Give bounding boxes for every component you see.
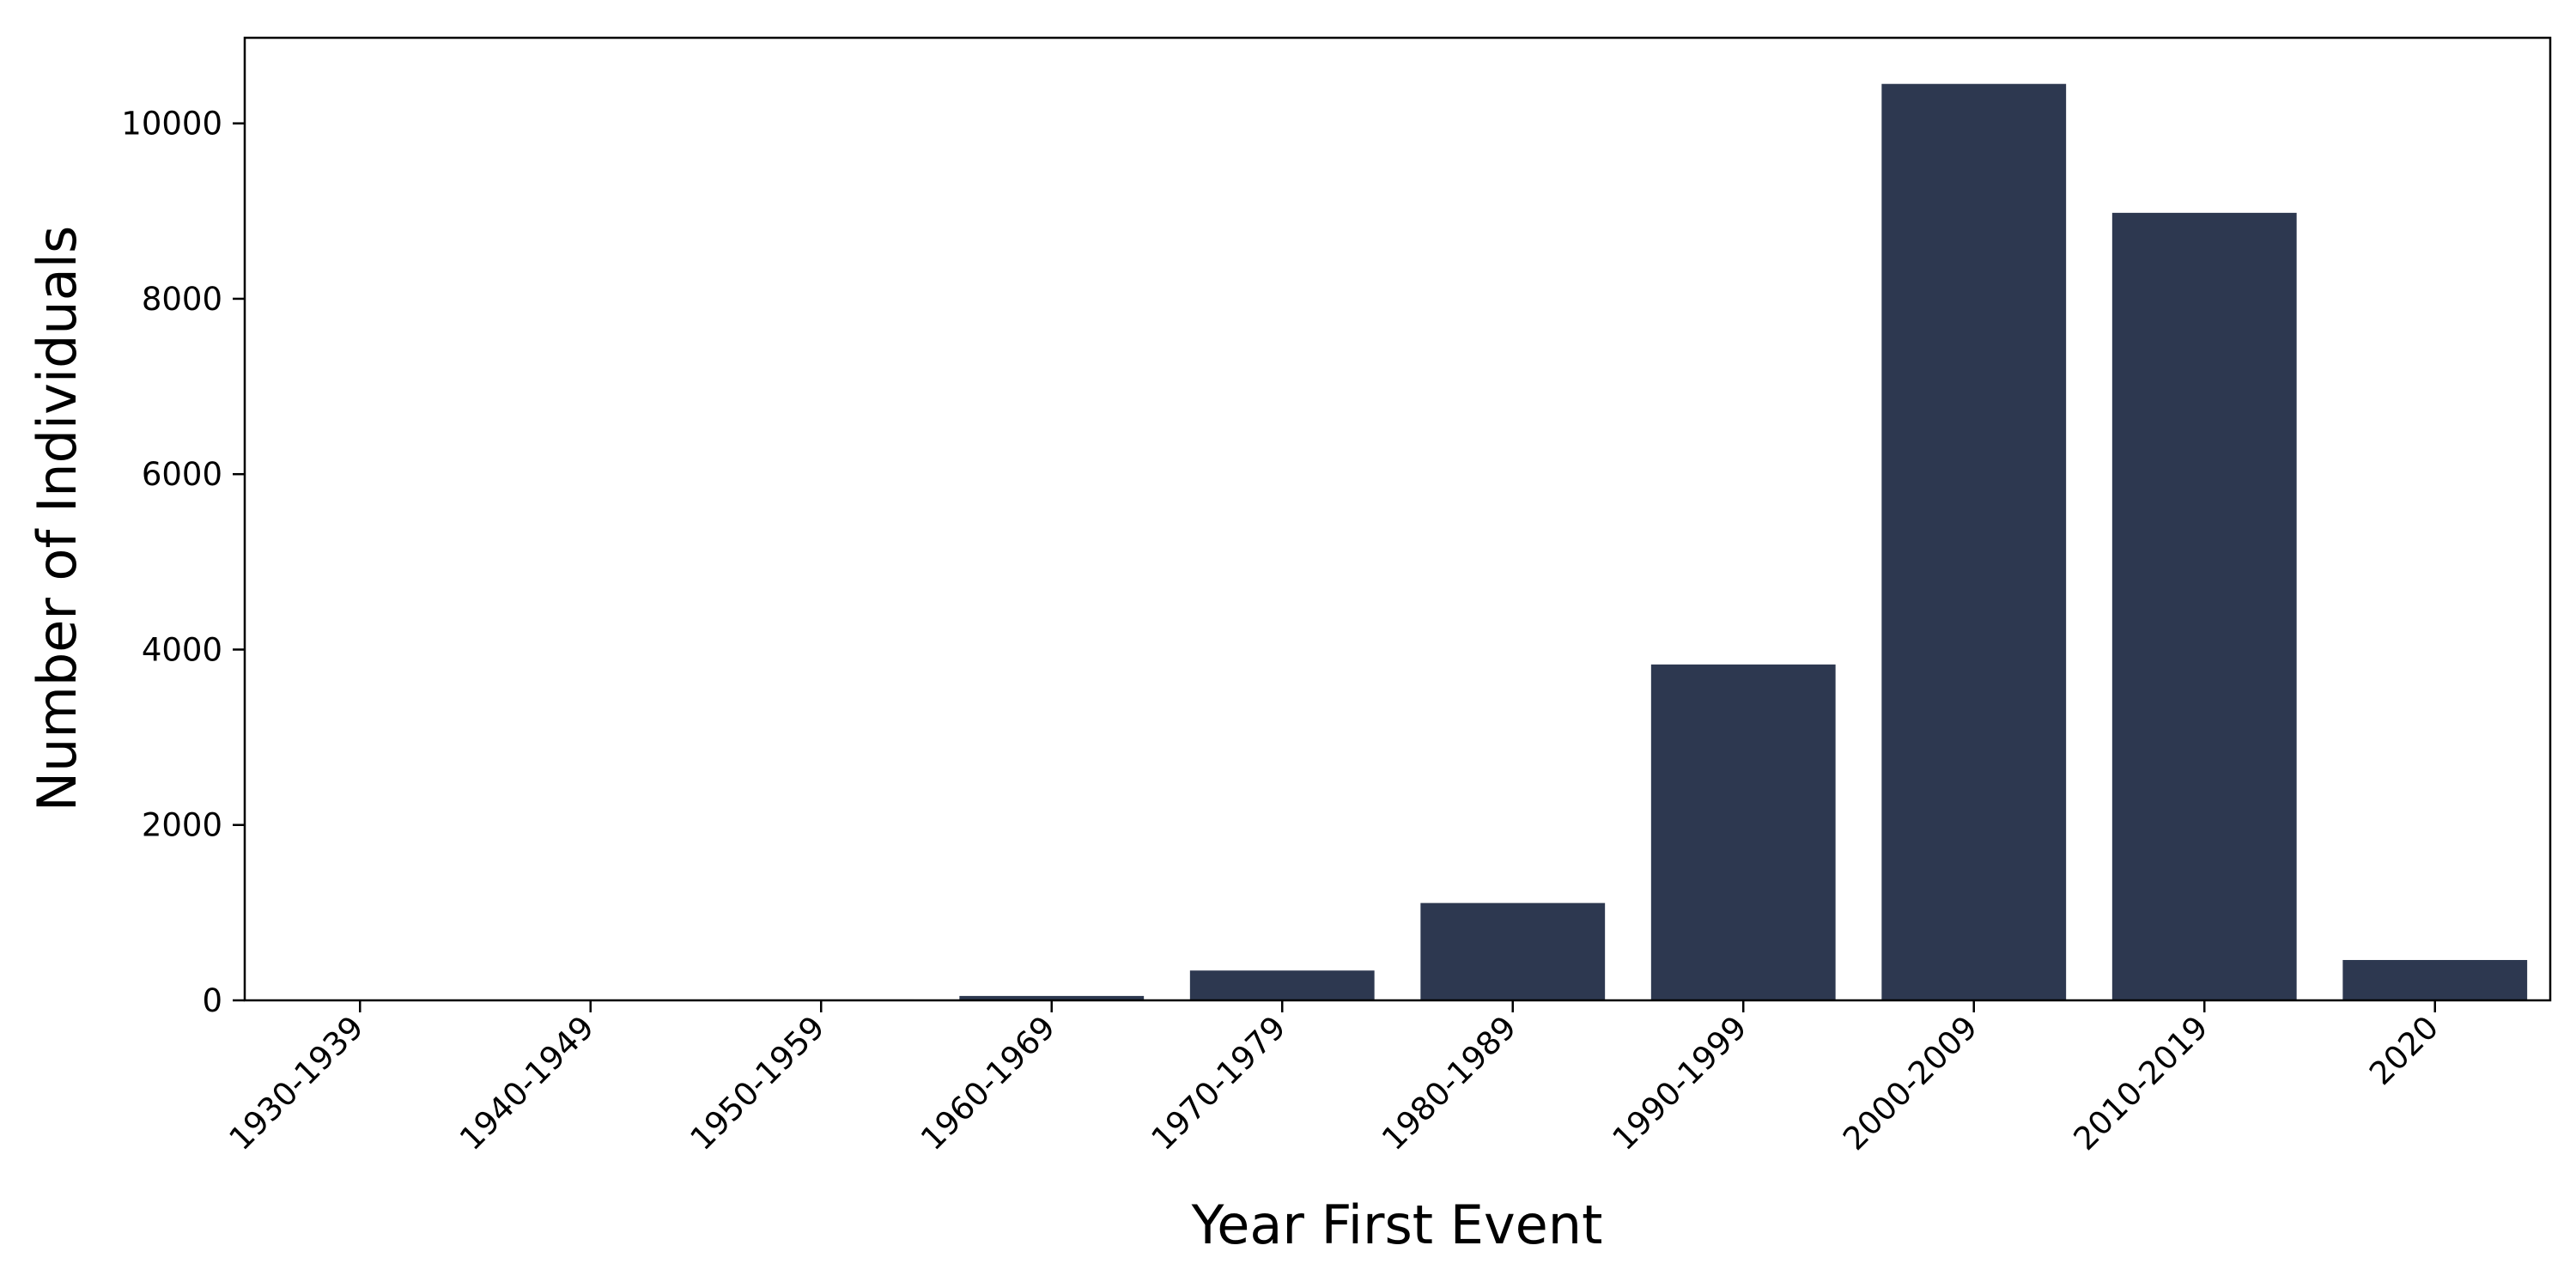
x-tick-label: 2000-2009: [1836, 1009, 1984, 1157]
x-tick-label: 2020: [2362, 1009, 2445, 1092]
y-tick-label: 4000: [142, 631, 222, 668]
x-tick-label: 1940-1949: [453, 1009, 601, 1157]
bar: [2111, 212, 2297, 1000]
bar: [1881, 83, 2067, 1000]
x-axis-title: Year First Event: [1191, 1194, 1603, 1256]
x-tick-label: 1980-1989: [1375, 1009, 1523, 1157]
plot-frame: [243, 36, 2552, 1002]
y-tick-label: 0: [202, 982, 222, 1019]
y-axis-title: Number of Individuals: [26, 226, 88, 811]
bar: [1420, 902, 1606, 1000]
x-tick-label: 2010-2019: [2067, 1009, 2215, 1157]
y-tick-label: 8000: [142, 281, 222, 318]
y-tick-label: 10000: [121, 106, 222, 143]
y-tick-label: 2000: [142, 807, 222, 844]
bar: [959, 995, 1145, 1000]
x-tick-label: 1970-1979: [1145, 1009, 1293, 1157]
x-tick-label: 1960-1969: [914, 1009, 1062, 1157]
x-tick-label: 1990-1999: [1606, 1009, 1754, 1157]
x-tick-label: 1930-1939: [222, 1009, 371, 1157]
x-axis: 1930-1939 1940-1949 1950-1959 1960-1969 1970…: [222, 1000, 2445, 1157]
bar: [1650, 664, 1836, 1000]
y-tick-label: 6000: [142, 456, 222, 493]
bars-group: [267, 83, 2528, 1000]
bar: [2342, 960, 2528, 1000]
y-axis: 0 2000 4000 6000 8000 10000: [121, 106, 245, 1019]
bar: [1189, 970, 1375, 1000]
x-tick-label: 1950-1959: [683, 1009, 832, 1157]
